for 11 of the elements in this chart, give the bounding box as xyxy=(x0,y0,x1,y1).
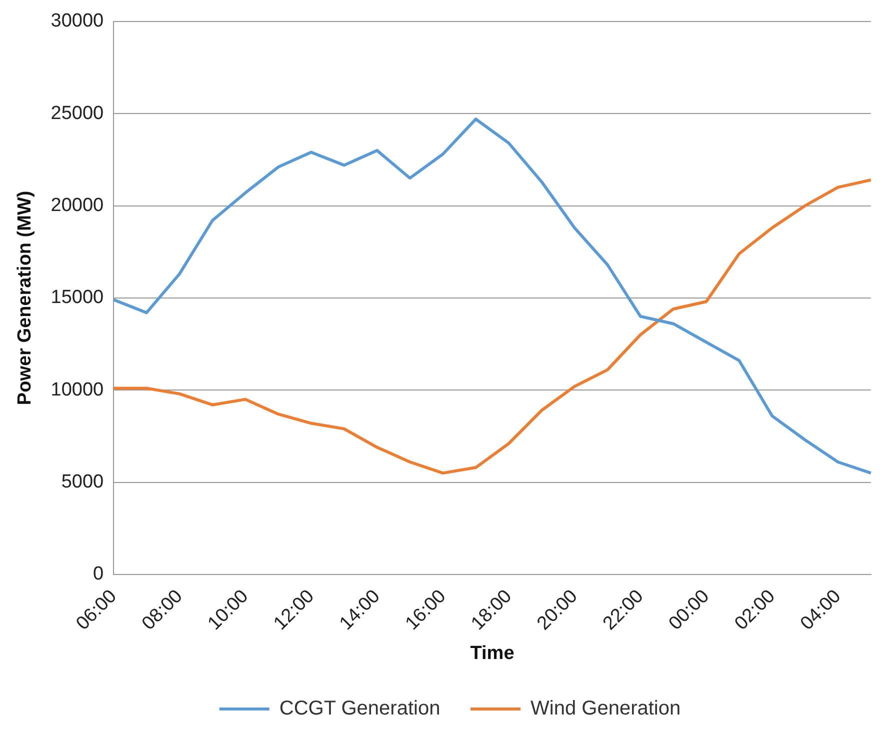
y-tick-label: 20000 xyxy=(50,194,104,216)
y-tick-label: 30000 xyxy=(50,10,104,32)
legend-label: Wind Generation xyxy=(530,698,681,720)
y-axis-title: Power Generation (MW) xyxy=(14,190,36,406)
y-tick-label: 0 xyxy=(93,564,104,585)
x-axis-title: Time xyxy=(470,642,514,664)
y-tick-label: 25000 xyxy=(50,102,104,124)
legend-label: CCGT Generation xyxy=(279,698,440,720)
y-tick-label: 10000 xyxy=(50,379,104,400)
y-tick-label: 15000 xyxy=(50,287,104,308)
y-tick-label: 5000 xyxy=(61,472,104,493)
